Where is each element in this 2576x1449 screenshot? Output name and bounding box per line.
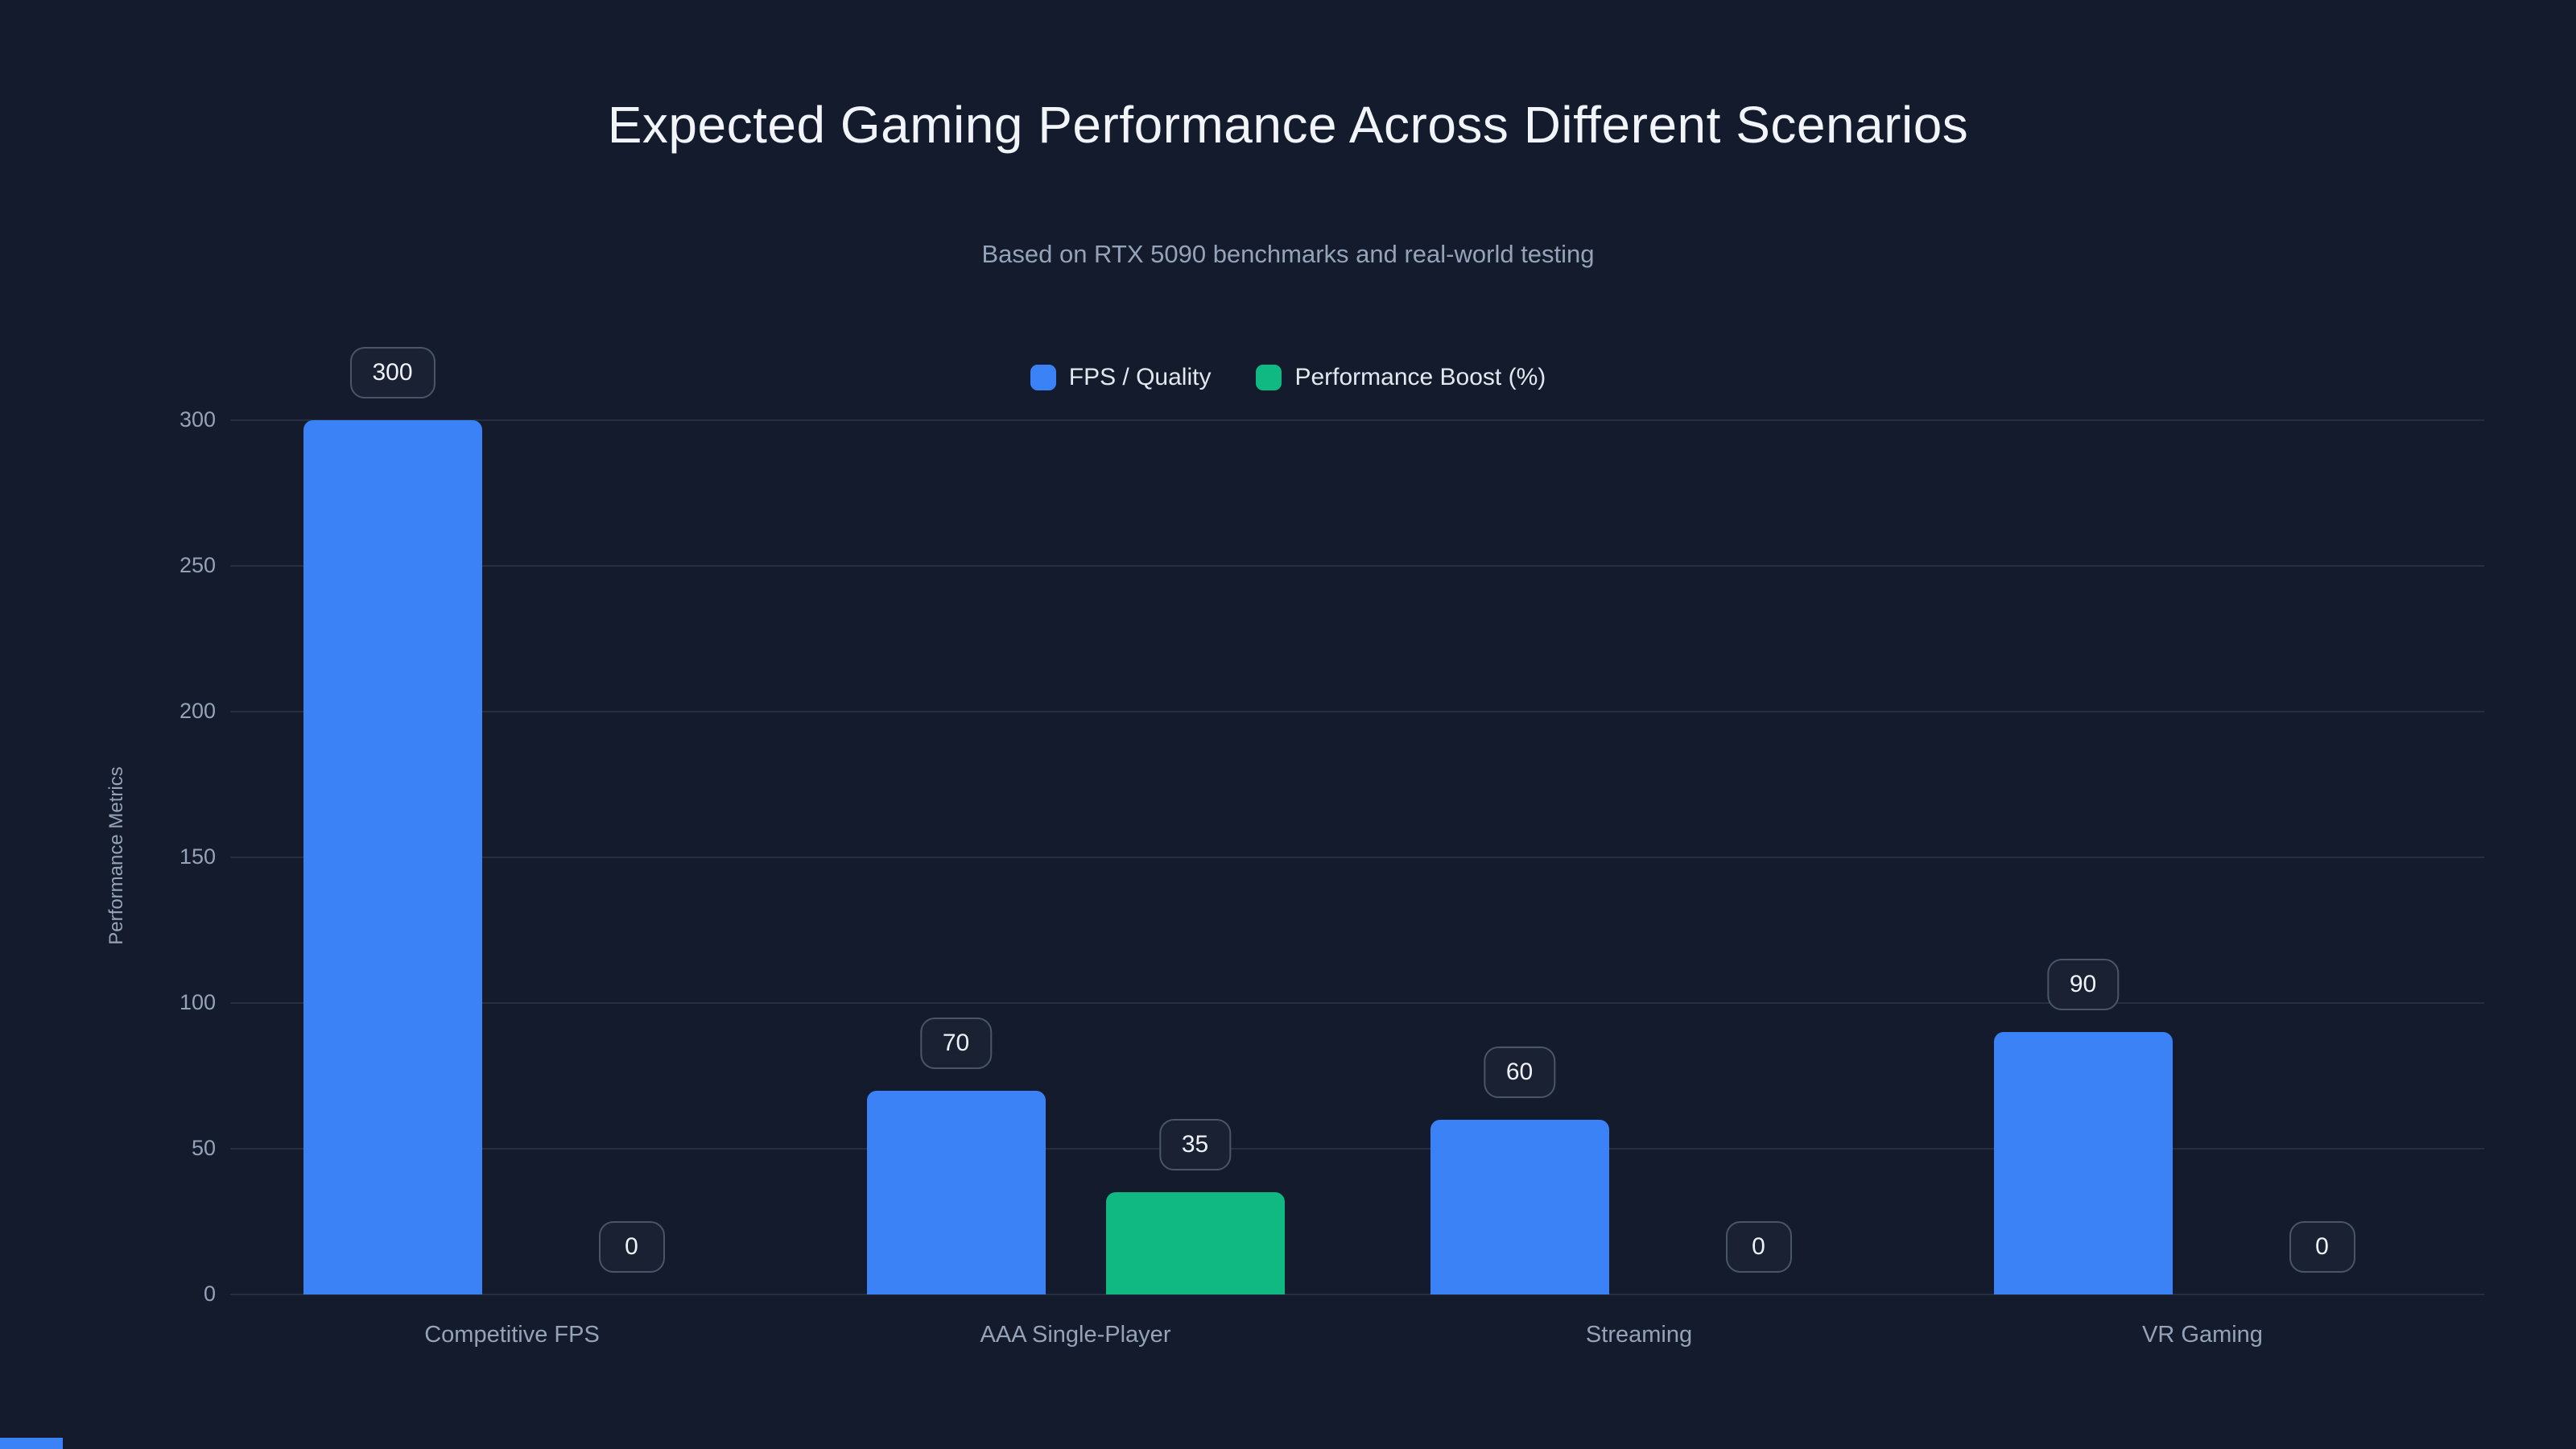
gridline xyxy=(230,1002,2484,1004)
legend-item[interactable]: FPS / Quality xyxy=(1030,364,1212,391)
page-title: Expected Gaming Performance Across Diffe… xyxy=(607,96,1969,154)
x-axis-category-label: Competitive FPS xyxy=(424,1322,600,1348)
y-axis-tick-label: 200 xyxy=(179,699,216,723)
legend-label: FPS / Quality xyxy=(1068,364,1212,390)
x-axis-category-label: AAA Single-Player xyxy=(980,1322,1171,1348)
gridline xyxy=(230,1148,2484,1150)
y-axis-tick-label: 50 xyxy=(191,1136,216,1160)
gridline xyxy=(230,711,2484,712)
value-label-badge: 0 xyxy=(1725,1221,1792,1273)
value-label-badge: 70 xyxy=(919,1017,993,1069)
value-label-badge: 0 xyxy=(598,1221,665,1273)
y-axis-tick-label: 150 xyxy=(179,844,216,869)
y-axis-tick-label: 300 xyxy=(179,407,216,431)
value-label-badge: 300 xyxy=(349,347,436,398)
legend-swatch-icon xyxy=(1030,365,1056,390)
value-label-badge: 35 xyxy=(1158,1119,1232,1171)
y-axis-title: Performance Metrics xyxy=(105,766,127,945)
value-label-badge: 90 xyxy=(2046,959,2120,1011)
gridline xyxy=(230,565,2484,567)
bar-fps-quality xyxy=(1993,1032,2173,1294)
bar-performance-boost xyxy=(1105,1192,1285,1294)
y-axis-tick-label: 0 xyxy=(203,1282,216,1306)
gridline xyxy=(230,857,2484,858)
x-axis-category-label: VR Gaming xyxy=(2142,1322,2263,1348)
y-axis-tick-label: 100 xyxy=(179,990,216,1014)
value-label-badge: 60 xyxy=(1483,1046,1556,1098)
gridline xyxy=(230,1294,2484,1295)
legend-label: Performance Boost (%) xyxy=(1294,364,1546,390)
bar-fps-quality xyxy=(303,420,482,1294)
value-label-badge: 0 xyxy=(2289,1221,2355,1273)
x-axis-category-label: Streaming xyxy=(1585,1322,1693,1348)
chart-legend: FPS / Quality Performance Boost (%) xyxy=(0,364,2576,391)
bottom-left-blue-strip xyxy=(0,1438,63,1449)
bar-fps-quality xyxy=(1430,1119,1609,1294)
gridline xyxy=(230,419,2484,421)
legend-item[interactable]: Performance Boost (%) xyxy=(1256,364,1546,391)
chart-subtitle: Based on RTX 5090 benchmarks and real-wo… xyxy=(981,240,1595,268)
y-axis-tick-label: 250 xyxy=(179,553,216,577)
bar-fps-quality xyxy=(866,1090,1046,1294)
legend-swatch-icon xyxy=(1256,365,1282,390)
